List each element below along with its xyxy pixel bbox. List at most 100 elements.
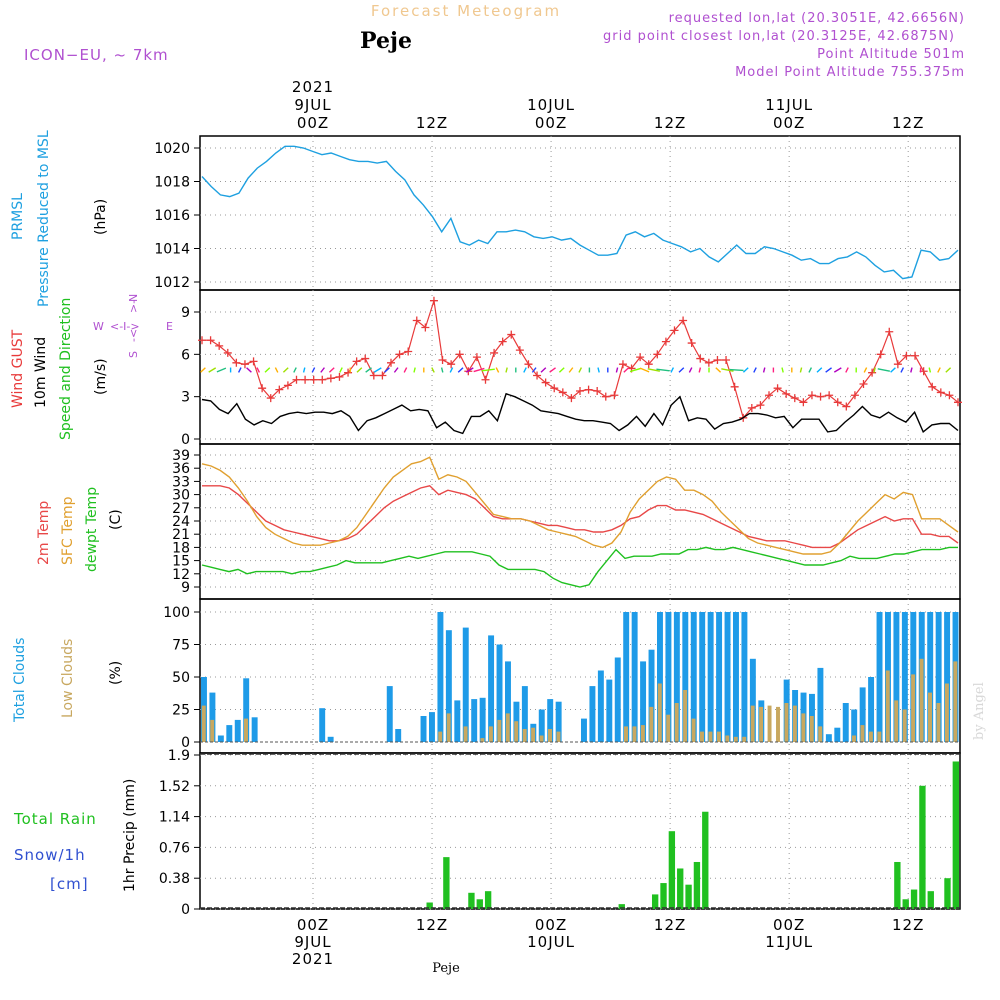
- precip-units: 1hr Precip (mm): [122, 779, 138, 892]
- cloud-low-bar: [911, 674, 916, 742]
- cloud-low-bar: [936, 703, 941, 742]
- wind-arrow: [473, 367, 485, 373]
- cloud-total-bar: [648, 649, 655, 742]
- clouds-label-total: Total Clouds: [12, 638, 28, 723]
- wind-arrow: [753, 367, 757, 373]
- cloud-total-bar: [589, 686, 596, 742]
- gust-point: [283, 381, 292, 390]
- wind-arrow: [256, 367, 261, 373]
- time-label-top-5-0: 12Z: [892, 114, 924, 132]
- cloud-total-bar: [547, 699, 554, 742]
- wind-arrow: [656, 368, 670, 372]
- cloud-low-bar: [860, 725, 865, 742]
- cloud-low-bar: [666, 714, 671, 742]
- precip-label-snow: Snow/1h: [14, 846, 86, 864]
- wind-arrow: [808, 367, 813, 373]
- precip-bar: [927, 891, 934, 909]
- time-label-bottom-4-1: 11JUL: [765, 933, 813, 951]
- gust-point: [601, 392, 610, 401]
- wind-arrow: [799, 367, 803, 373]
- ytick-label-wind-1: 6: [181, 347, 190, 363]
- gust-point: [653, 350, 662, 359]
- cloud-total-bar: [327, 736, 334, 742]
- gust-point: [266, 394, 275, 403]
- time-label-top-2-0: 10JUL: [527, 96, 575, 114]
- gust-point: [902, 351, 911, 360]
- gust-point: [636, 353, 645, 362]
- ytick-label-precip-0: 1.9: [168, 748, 190, 764]
- cloud-low-bar: [759, 706, 764, 742]
- gust-point: [893, 360, 902, 369]
- gust-point: [490, 348, 499, 357]
- precip-bar: [677, 868, 684, 909]
- gust-point: [223, 348, 232, 357]
- gust-point: [378, 371, 387, 380]
- time-label-top-2-1: 00Z: [535, 114, 567, 132]
- wind-arrow: [293, 367, 297, 373]
- bottom-station-label: Peje: [432, 961, 460, 976]
- wind-units: (m/s): [93, 358, 109, 395]
- cloud-low-bar: [497, 719, 502, 742]
- gust-point: [704, 358, 713, 367]
- precip-bar: [894, 861, 901, 909]
- time-label-top-0-1: 9JUL: [294, 96, 331, 114]
- cloud-low-bar: [885, 670, 890, 742]
- wind-arrow: [833, 367, 842, 373]
- ytick-label-temp-1: 36: [172, 461, 190, 477]
- wind-label-dir: Speed and Direction: [58, 298, 74, 440]
- pressure-panel: [199, 135, 961, 291]
- cloud-low-bar: [852, 735, 856, 742]
- wind-label-gust: Wind GUST: [10, 329, 26, 408]
- precip-bar: [693, 861, 701, 909]
- cloud-total-bar: [749, 658, 756, 742]
- gust-point: [765, 391, 773, 400]
- wind-arrow: [200, 367, 206, 373]
- compass-dash-2: -<: [127, 329, 140, 342]
- wind-arrow: [282, 367, 289, 373]
- compass-south: S: [127, 351, 140, 358]
- wind-arrow: [413, 367, 416, 373]
- wind-arrow: [523, 367, 527, 373]
- wind-arrow: [597, 367, 600, 373]
- cloud-total-bar: [243, 678, 250, 742]
- gust-point: [292, 375, 301, 384]
- cloud-total-bar: [395, 729, 402, 742]
- wind-arrow: [639, 367, 650, 373]
- precip-bar: [685, 884, 692, 909]
- cloud-total-bar: [699, 612, 706, 742]
- precip-bar: [919, 785, 926, 909]
- precip-bar: [952, 761, 959, 909]
- gust-point: [404, 347, 413, 356]
- ytick-label-temp-0: 39: [172, 448, 190, 464]
- compass-north: N: [127, 294, 140, 302]
- cloud-low-bar: [691, 718, 696, 742]
- wind-arrow: [264, 367, 271, 373]
- gust-point: [730, 382, 739, 391]
- ytick-label-temp-5: 24: [172, 514, 190, 530]
- cloud-low-bar: [801, 713, 806, 742]
- cloud-total-bar: [319, 708, 326, 742]
- precip-panel: [199, 752, 961, 910]
- gust-point: [301, 375, 310, 384]
- wind-arrow: [568, 367, 574, 373]
- time-label-bottom-5-0: 12Z: [892, 916, 924, 934]
- wind-arrow: [945, 367, 952, 373]
- ytick-label-pressure-2: 1016: [154, 208, 190, 224]
- gust-point: [670, 326, 679, 335]
- gust-point: [240, 360, 249, 369]
- time-label-bottom-2-0: 00Z: [535, 916, 567, 934]
- ytick-label-wind-0: 9: [181, 305, 190, 321]
- gust-point: [936, 388, 945, 397]
- gust-point: [842, 402, 851, 411]
- cloud-total-bar: [471, 699, 478, 742]
- wind-arrow: [481, 368, 495, 372]
- cloud-total-bar: [429, 712, 435, 742]
- temp-label-dewpt: dewpt Temp: [84, 487, 100, 572]
- wind-arrow: [302, 367, 306, 373]
- y-tick-labels: 1020101810161014101296303936333027242118…: [154, 141, 190, 918]
- gust-point: [644, 360, 653, 369]
- ytick-label-precip-2: 1.14: [159, 810, 190, 826]
- wind-arrow: [629, 367, 641, 373]
- ytick-label-pressure-4: 1012: [154, 275, 190, 291]
- gust-point: [498, 337, 507, 346]
